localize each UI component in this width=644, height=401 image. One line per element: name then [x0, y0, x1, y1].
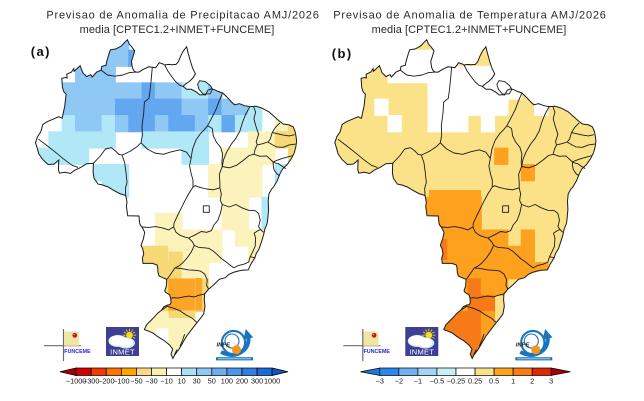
svg-text:10: 10 [178, 377, 186, 386]
svg-text:FUNCEME: FUNCEME [364, 349, 391, 355]
svg-text:3: 3 [549, 377, 553, 386]
svg-text:100: 100 [221, 377, 233, 386]
svg-text:−1: −1 [414, 377, 422, 386]
svg-text:−2: −2 [395, 377, 403, 386]
svg-text:FUNCEME: FUNCEME [64, 349, 91, 355]
svg-text:INMET: INMET [409, 348, 434, 357]
svg-text:(a): (a) [31, 44, 51, 59]
svg-text:50: 50 [208, 377, 216, 386]
svg-text:30: 30 [193, 377, 201, 386]
svg-text:media [CPTEC1.2+INMET+FUNCEME]: media [CPTEC1.2+INMET+FUNCEME] [372, 24, 567, 36]
svg-text:300: 300 [251, 377, 263, 386]
svg-text:−0.25: −0.25 [447, 377, 465, 386]
svg-text:−1000: −1000 [66, 377, 87, 386]
svg-text:INMET: INMET [110, 348, 135, 357]
svg-text:(b): (b) [332, 46, 353, 61]
svg-text:200: 200 [236, 377, 248, 386]
svg-text:−50: −50 [130, 377, 142, 386]
svg-text:−10: −10 [160, 377, 172, 386]
svg-text:−100: −100 [113, 377, 129, 386]
svg-text:−30: −30 [145, 377, 157, 386]
svg-text:−3: −3 [376, 377, 384, 386]
svg-text:media [CPTEC1.2+INMET+FUNCEME]: media [CPTEC1.2+INMET+FUNCEME] [80, 24, 275, 36]
svg-text:INPE: INPE [217, 342, 232, 348]
svg-text:0.25: 0.25 [468, 377, 482, 386]
svg-text:1: 1 [511, 377, 515, 386]
svg-text:Previsao de Anomalia de Temper: Previsao de Anomalia de Temperatura AMJ/… [333, 10, 606, 22]
svg-text:Previsao de Anomalia de Precip: Previsao de Anomalia de Precipitacao AMJ… [46, 10, 319, 22]
svg-text:−200: −200 [98, 377, 114, 386]
svg-text:2: 2 [530, 377, 534, 386]
svg-text:−0.5: −0.5 [430, 377, 444, 386]
svg-text:0.5: 0.5 [489, 377, 499, 386]
svg-text:1000: 1000 [264, 377, 280, 386]
svg-text:−300: −300 [83, 377, 99, 386]
svg-text:INPE: INPE [516, 342, 531, 348]
